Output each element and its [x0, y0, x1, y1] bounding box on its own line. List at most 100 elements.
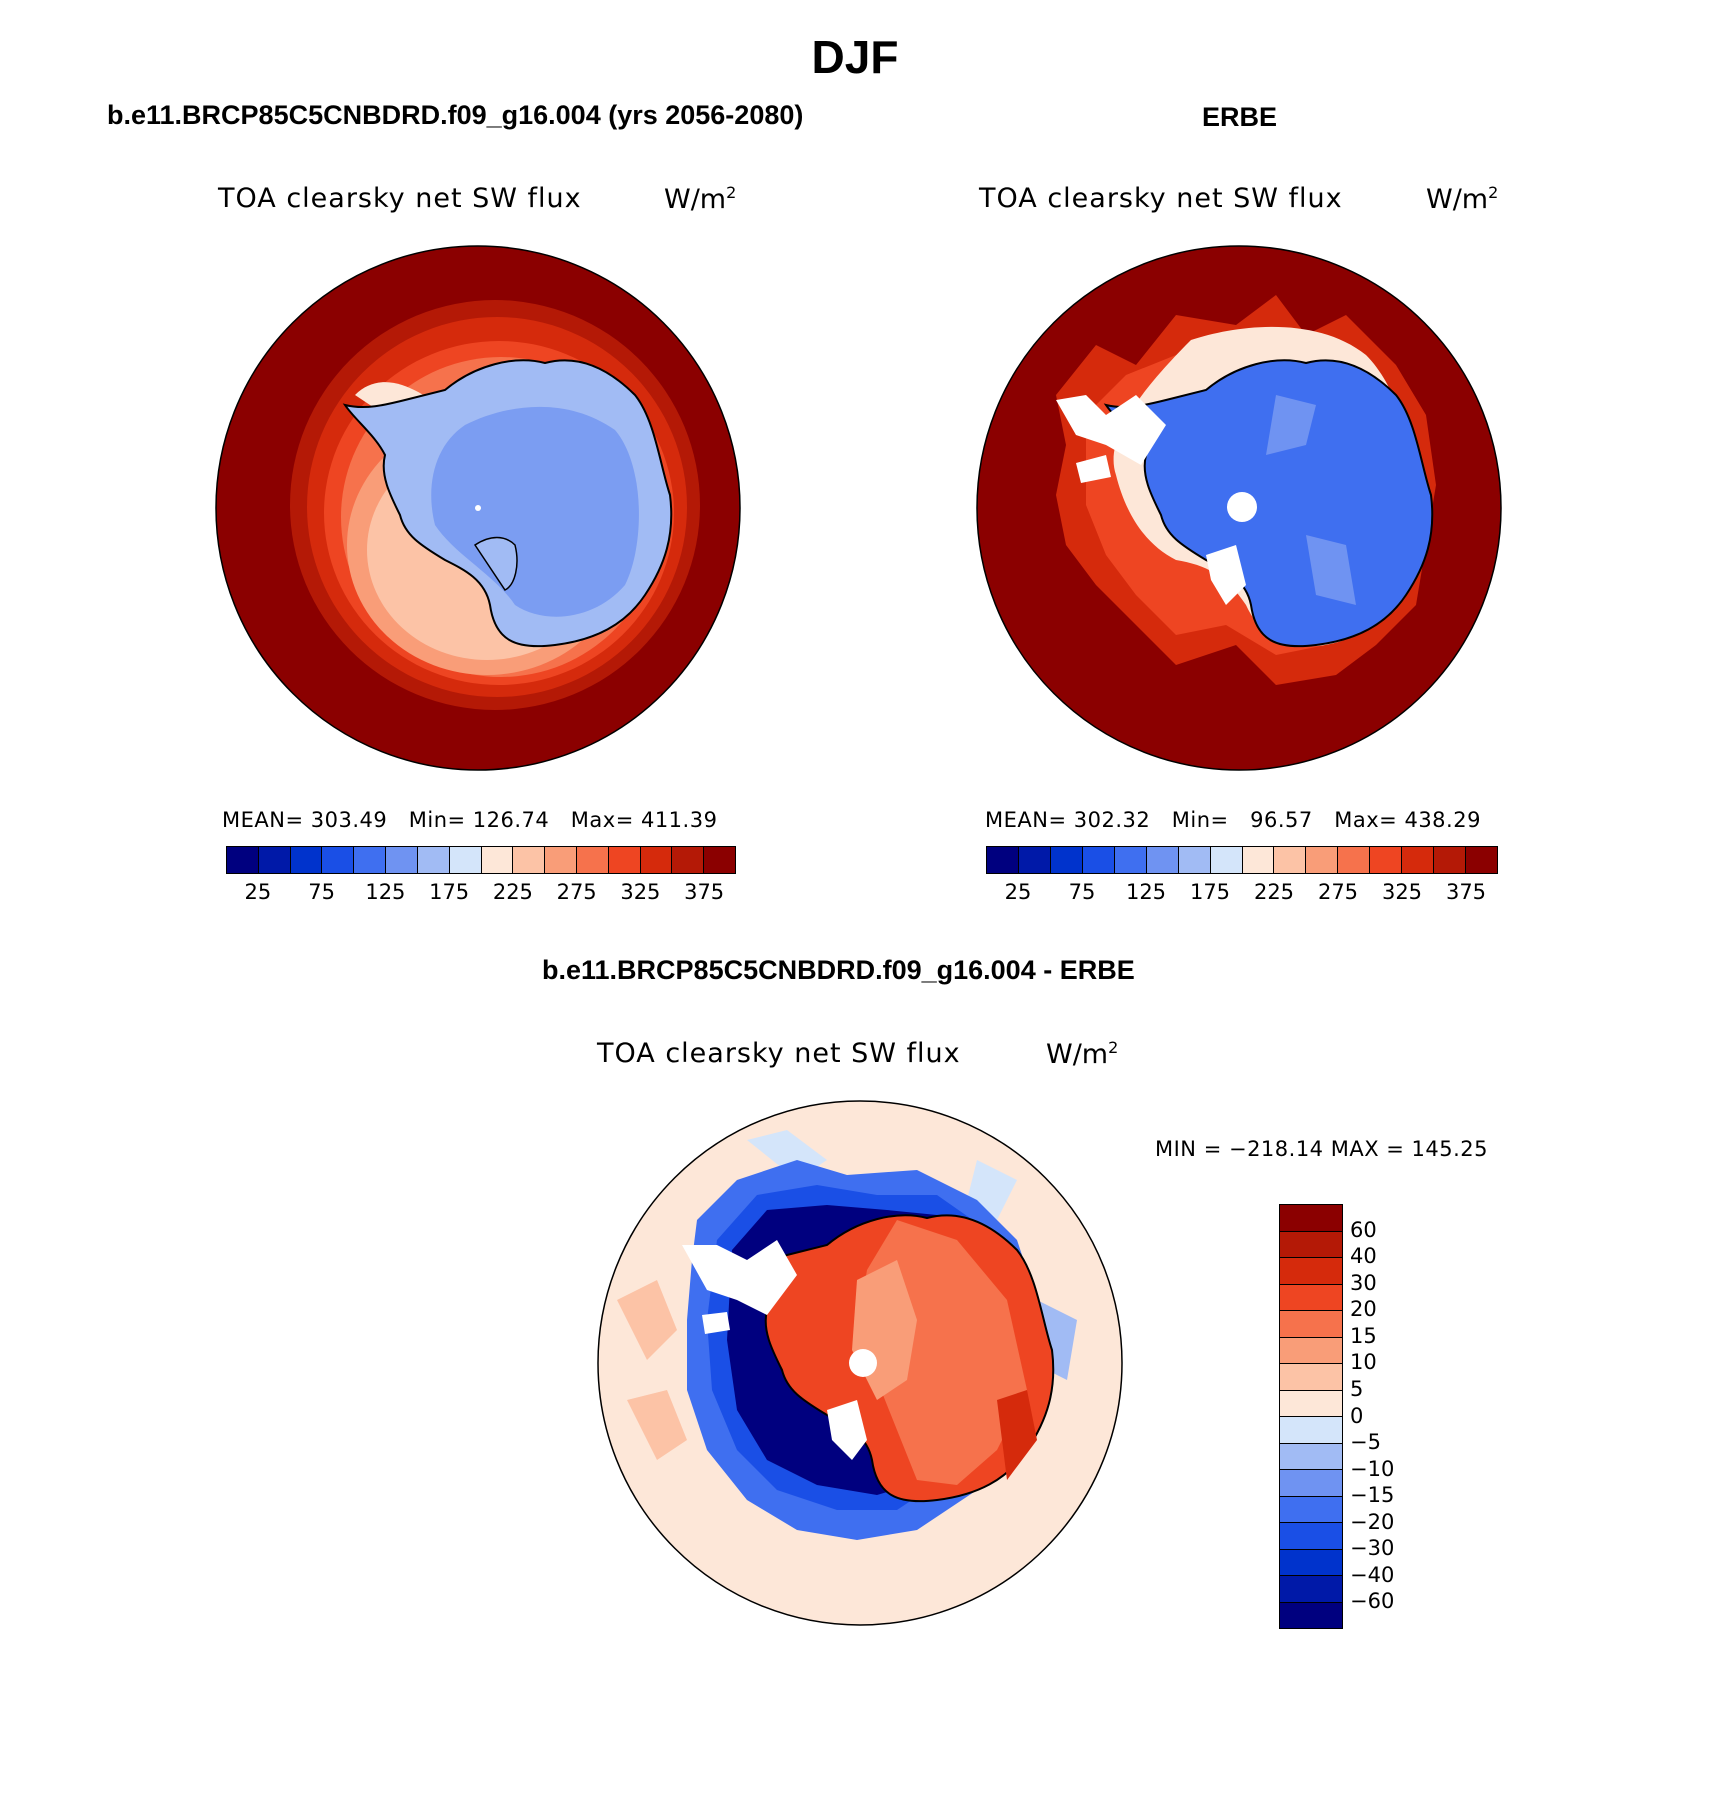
colorbar-swatch	[1338, 847, 1371, 873]
obs-variable-label: TOA clearsky net SW flux	[979, 183, 1343, 214]
colorbar-swatch	[1280, 1523, 1342, 1550]
colorbar-swatch	[1466, 847, 1497, 873]
colorbar-swatch	[987, 847, 1019, 873]
colorbar-swatch	[576, 847, 609, 873]
colorbar-swatch	[449, 847, 482, 873]
colorbar-swatch	[386, 847, 418, 873]
colorbar-tick-label: −40	[1350, 1562, 1395, 1587]
colorbar-swatch	[1280, 1549, 1342, 1576]
colorbar-swatch	[1402, 847, 1435, 873]
colorbar-tick-label: −5	[1350, 1430, 1381, 1455]
colorbar-tick-label: −15	[1350, 1483, 1395, 1508]
colorbar-tick-label: 30	[1350, 1270, 1377, 1295]
colorbar-swatch	[1370, 847, 1403, 873]
model-polar-map	[215, 245, 741, 771]
colorbar-swatch	[1280, 1284, 1342, 1311]
colorbar-tick-label: 15	[1350, 1323, 1377, 1348]
colorbar-swatch	[1280, 1443, 1342, 1470]
colorbar-swatch	[1280, 1390, 1342, 1417]
model-panel-title: b.e11.BRCP85C5CNBDRD.f09_g16.004 (yrs 20…	[107, 100, 804, 130]
colorbar-swatch	[1242, 847, 1275, 873]
colorbar-swatch	[1280, 1470, 1342, 1497]
colorbar-swatch	[1280, 1205, 1342, 1232]
colorbar-swatch	[1280, 1258, 1342, 1285]
colorbar-swatch	[1306, 847, 1339, 873]
colorbar-tick-label: 10	[1350, 1350, 1377, 1375]
diff-colorbar-labels: 60 40 30 20 15 10 5 0 −5 −10 −15 −20 −30 −40 −60	[1350, 1204, 1440, 1629]
obs-colorbar-labels: 25 75 125 175 225 275 325 375	[986, 880, 1498, 908]
colorbar-tick-label: 275	[1317, 880, 1359, 904]
colorbar-swatch	[481, 847, 514, 873]
colorbar-tick-label: 0	[1350, 1403, 1364, 1428]
colorbar-tick-label: 25	[244, 880, 272, 904]
colorbar-swatch	[322, 847, 355, 873]
model-units-label: W/m2	[664, 183, 737, 215]
colorbar-swatch	[290, 847, 323, 873]
colorbar-swatch	[608, 847, 641, 873]
colorbar-tick-label: 325	[1381, 880, 1423, 904]
colorbar-tick-label: 225	[1253, 880, 1295, 904]
obs-panel-title: ERBE	[1202, 102, 1278, 132]
colorbar-swatch	[1280, 1602, 1342, 1628]
colorbar-swatch	[1082, 847, 1115, 873]
colorbar-tick-label: 60	[1350, 1217, 1377, 1242]
colorbar-swatch	[704, 847, 735, 873]
model-stats: MEAN= 303.49 Min= 126.74 Max= 411.39	[222, 808, 718, 832]
colorbar-tick-label: 125	[1125, 880, 1167, 904]
obs-colorbar	[986, 846, 1498, 874]
colorbar-tick-label: −20	[1350, 1509, 1395, 1534]
model-variable-label: TOA clearsky net SW flux	[218, 183, 582, 214]
colorbar-tick-label: 375	[684, 880, 725, 904]
colorbar-swatch	[1280, 1496, 1342, 1523]
colorbar-swatch	[1434, 847, 1467, 873]
colorbar-swatch	[1280, 1576, 1342, 1603]
colorbar-tick-label: 20	[1350, 1297, 1377, 1322]
colorbar-swatch	[1274, 847, 1307, 873]
colorbar-swatch	[1146, 847, 1179, 873]
colorbar-tick-label: −60	[1350, 1589, 1395, 1614]
colorbar-tick-label: 25	[1004, 880, 1032, 904]
colorbar-tick-label: 5	[1350, 1376, 1364, 1401]
colorbar-tick-label: 125	[365, 880, 406, 904]
colorbar-tick-label: 75	[1068, 880, 1096, 904]
colorbar-tick-label: 175	[1189, 880, 1231, 904]
diff-panel-title: b.e11.BRCP85C5CNBDRD.f09_g16.004 - ERBE	[542, 955, 1135, 985]
diff-variable-label: TOA clearsky net SW flux	[597, 1038, 961, 1069]
colorbar-swatch	[513, 847, 546, 873]
colorbar-swatch	[354, 847, 387, 873]
colorbar-swatch	[1280, 1364, 1342, 1391]
colorbar-swatch	[1114, 847, 1147, 873]
colorbar-swatch	[417, 847, 450, 873]
colorbar-swatch	[672, 847, 705, 873]
colorbar-tick-label: 275	[556, 880, 597, 904]
colorbar-tick-label: −30	[1350, 1536, 1395, 1561]
colorbar-swatch	[1018, 847, 1051, 873]
diff-units-label: W/m2	[1046, 1038, 1119, 1070]
colorbar-swatch	[1280, 1311, 1342, 1338]
obs-units-label: W/m2	[1426, 183, 1499, 215]
model-colorbar-labels: 25 75 125 175 225 275 325 375	[226, 880, 736, 908]
colorbar-swatch	[1178, 847, 1211, 873]
colorbar-swatch	[1210, 847, 1243, 873]
colorbar-tick-label: 225	[492, 880, 533, 904]
diff-colorbar	[1279, 1204, 1343, 1629]
colorbar-swatch	[545, 847, 577, 873]
colorbar-tick-label: 40	[1350, 1244, 1377, 1269]
figure-title: DJF	[811, 31, 899, 83]
colorbar-tick-label: −10	[1350, 1456, 1395, 1481]
model-colorbar	[226, 846, 736, 874]
colorbar-swatch	[258, 847, 291, 873]
colorbar-swatch	[1050, 847, 1083, 873]
colorbar-tick-label: 325	[620, 880, 661, 904]
colorbar-tick-label: 175	[429, 880, 470, 904]
colorbar-swatch	[1280, 1231, 1342, 1258]
colorbar-tick-label: 375	[1445, 880, 1487, 904]
colorbar-swatch	[1280, 1337, 1342, 1364]
obs-polar-map	[976, 245, 1502, 771]
obs-stats: MEAN= 302.32 Min= 96.57 Max= 438.29	[985, 808, 1481, 832]
colorbar-tick-label: 75	[308, 880, 335, 904]
colorbar-swatch	[1280, 1417, 1342, 1444]
colorbar-swatch	[640, 847, 673, 873]
diff-stats: MIN = −218.14 MAX = 145.25	[1155, 1137, 1489, 1161]
diff-polar-map	[597, 1100, 1123, 1626]
